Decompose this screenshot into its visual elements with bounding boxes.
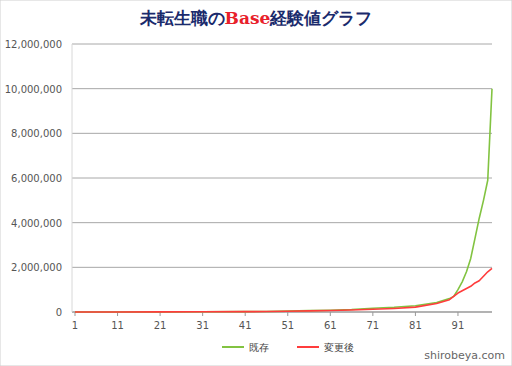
chart: 未転生職のBase経験値グラフ 0 2,000,000 4,000,000 6,000,…	[0, 0, 512, 366]
series-line	[75, 268, 492, 312]
y-tick-label: 6,000,000	[11, 173, 62, 184]
legend-swatch	[297, 346, 319, 348]
x-tick	[415, 312, 416, 316]
y-tick-label: 2,000,000	[11, 262, 62, 273]
chart-container: 未転生職のBase経験値グラフ 0 2,000,000 4,000,000 6,000,…	[0, 0, 512, 366]
grid-line	[72, 267, 492, 268]
legend-label: 既存	[249, 342, 269, 353]
y-tick-label: 8,000,000	[11, 128, 62, 139]
legend: 既存 変更後	[222, 342, 354, 353]
y-tick-label: 4,000,000	[11, 218, 62, 229]
x-tick	[457, 312, 458, 316]
grid-line	[72, 133, 492, 134]
x-tick-label: 31	[196, 320, 209, 331]
x-tick	[287, 312, 288, 316]
x-tick-label: 41	[239, 320, 252, 331]
plot-area	[75, 89, 492, 312]
x-tick-label: 71	[366, 320, 379, 331]
legend-label: 変更後	[324, 342, 354, 353]
x-tick-label: 51	[281, 320, 294, 331]
series-line	[75, 89, 492, 312]
grid-line	[72, 44, 492, 45]
x-tick-label: 81	[409, 320, 422, 331]
title: 未転生職のBase経験値グラフ	[139, 8, 373, 28]
x-tick	[245, 312, 246, 316]
y-axis	[72, 44, 73, 312]
watermark: shirobeya.com	[424, 349, 505, 362]
x-tick-label: 61	[324, 320, 337, 331]
y-tick-label: 0	[56, 307, 62, 318]
background	[0, 0, 512, 366]
grid-line	[72, 222, 492, 223]
grid-line	[72, 178, 492, 179]
legend-swatch	[222, 346, 244, 348]
x-tick-label: 1	[72, 320, 78, 331]
x-tick-label: 11	[111, 320, 124, 331]
x-tick	[330, 312, 331, 316]
x-tick-label: 91	[452, 320, 465, 331]
x-tick-label: 21	[154, 320, 167, 331]
grid-line	[72, 88, 492, 89]
x-tick	[372, 312, 373, 316]
y-tick-label: 10,000,000	[5, 84, 62, 95]
y-tick-label: 12,000,000	[5, 39, 62, 50]
